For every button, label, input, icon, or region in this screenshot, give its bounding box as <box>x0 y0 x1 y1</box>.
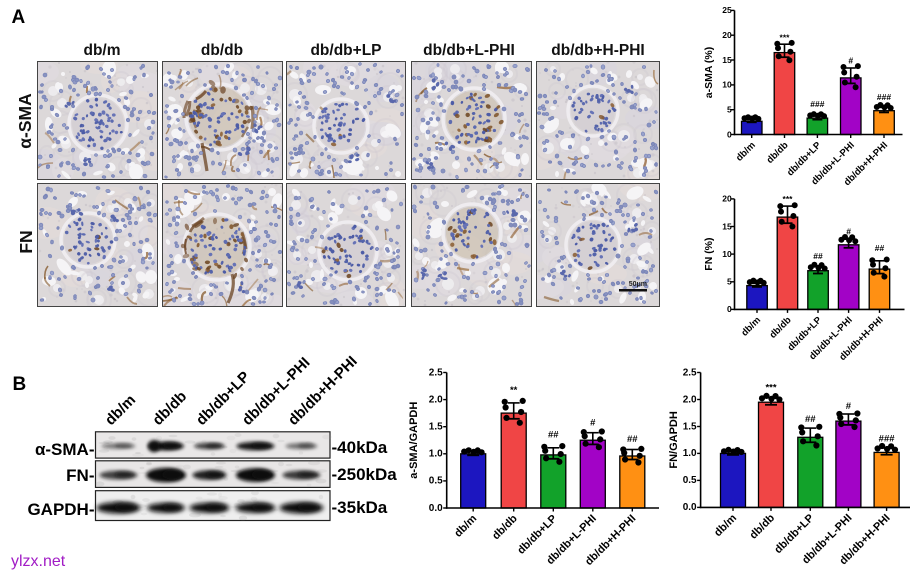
svg-text:0.5: 0.5 <box>429 476 443 487</box>
svg-text:0.0: 0.0 <box>429 503 443 514</box>
svg-text:1.5: 1.5 <box>429 422 443 433</box>
svg-text:2.5: 2.5 <box>429 367 443 378</box>
svg-text:2.0: 2.0 <box>429 394 443 405</box>
svg-text:50μm: 50μm <box>628 281 646 288</box>
svg-text:##: ## <box>805 414 816 425</box>
svg-text:0.5: 0.5 <box>683 475 697 486</box>
svg-text:0: 0 <box>727 304 732 314</box>
svg-text:2.0: 2.0 <box>683 394 697 405</box>
svg-text:25: 25 <box>722 5 732 15</box>
svg-text:a-SMA (%): a-SMA (%) <box>703 47 715 99</box>
svg-text:0.0: 0.0 <box>683 502 697 513</box>
svg-text:2.5: 2.5 <box>683 367 697 378</box>
svg-text:FN/GAPDH: FN/GAPDH <box>668 411 680 469</box>
svg-text:##: ## <box>627 434 638 445</box>
svg-text:5: 5 <box>727 105 732 115</box>
svg-text:#: # <box>846 401 852 412</box>
svg-text:FN (%): FN (%) <box>703 237 715 270</box>
svg-text:###: ### <box>879 434 896 445</box>
svg-text:1.5: 1.5 <box>683 421 697 432</box>
svg-text:10: 10 <box>722 249 732 259</box>
svg-text:5: 5 <box>727 277 732 287</box>
svg-text:15: 15 <box>722 221 732 231</box>
svg-text:***: *** <box>780 33 791 43</box>
svg-text:1.0: 1.0 <box>683 448 697 459</box>
svg-text:a-SMA/GAPDH: a-SMA/GAPDH <box>408 402 420 479</box>
svg-text:#: # <box>590 418 596 429</box>
svg-text:0: 0 <box>727 129 732 139</box>
svg-text:10: 10 <box>722 80 732 90</box>
svg-text:20: 20 <box>722 194 732 204</box>
svg-text:1.0: 1.0 <box>429 449 443 460</box>
svg-text:db/m: db/m <box>102 391 139 428</box>
svg-text:***: *** <box>783 194 794 204</box>
svg-text:db/db: db/db <box>149 388 190 429</box>
svg-text:#: # <box>848 56 853 66</box>
svg-text:##: ## <box>813 251 823 261</box>
svg-text:**: ** <box>510 385 518 396</box>
svg-text:15: 15 <box>722 55 732 65</box>
svg-text:###: ### <box>810 99 824 109</box>
svg-text:20: 20 <box>722 30 732 40</box>
svg-text:#: # <box>846 226 851 236</box>
svg-text:***: *** <box>765 382 776 393</box>
svg-text:##: ## <box>548 430 559 441</box>
svg-text:##: ## <box>875 243 885 253</box>
svg-text:###: ### <box>877 92 891 102</box>
